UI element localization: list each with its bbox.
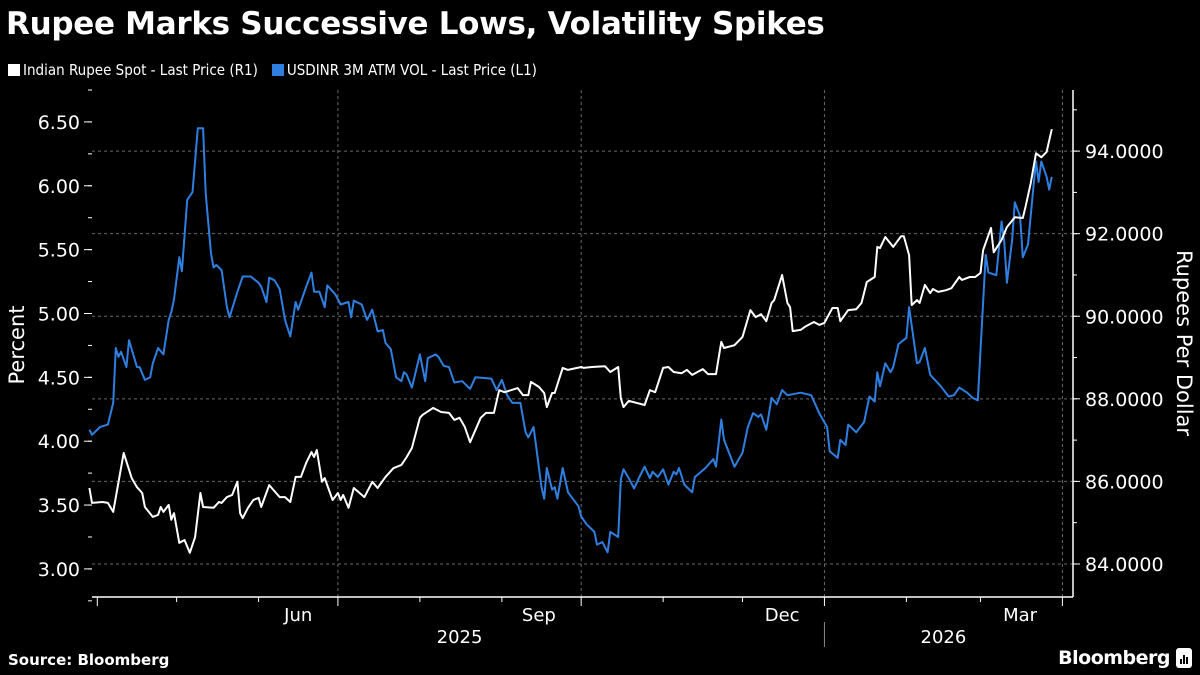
x-tick-label: Dec [765, 605, 800, 626]
right-tick-label: 92.0000 [1085, 224, 1164, 246]
left-tick-label: 3.00 [38, 559, 80, 581]
left-tick-label: 5.00 [38, 303, 80, 325]
chart-title: Rupee Marks Successive Lows, Volatility … [6, 6, 825, 42]
x-tick-label: Jun [283, 605, 312, 626]
legend-swatch-rupee-spot [8, 64, 20, 76]
gridlines [92, 90, 1073, 597]
legend-item-usdinr-vol: USDINR 3M ATM VOL - Last Price (L1) [271, 61, 537, 79]
x-tick-label: Sep [522, 605, 556, 626]
series-line-usdinr-vol [88, 127, 1053, 554]
left-tick-label: 3.50 [38, 495, 80, 517]
left-tick-label: 5.50 [38, 240, 80, 262]
left-tick-label: 4.50 [38, 367, 80, 389]
legend: Indian Rupee Spot - Last Price (R1) USDI… [8, 61, 537, 79]
legend-label-usdinr-vol: USDINR 3M ATM VOL - Last Price (L1) [286, 61, 537, 79]
right-axis-label: Rupees Per Dollar [1172, 250, 1196, 436]
source-note: Source: Bloomberg [8, 651, 170, 669]
left-tick-label: 6.00 [38, 176, 80, 198]
bloomberg-logo-icon [1176, 648, 1192, 668]
left-tick-label: 4.00 [38, 431, 80, 453]
right-tick-label: 88.0000 [1085, 389, 1164, 411]
right-tick-label: 94.0000 [1085, 141, 1164, 163]
series-lines [88, 127, 1053, 554]
x-year-label: 2025 [437, 627, 483, 648]
left-axis-label: Percent [5, 305, 29, 384]
axes: 84.0000 86.0000 88.0000 90.0000 92.0000 94.00… [38, 89, 1164, 648]
brand-wordmark: Bloomberg [1058, 647, 1170, 669]
bloomberg-logo: Bloomberg [1058, 647, 1192, 669]
series-line-rupee-spot [88, 128, 1053, 554]
legend-swatch-usdinr-vol [271, 64, 284, 76]
left-tick-label: 6.50 [38, 112, 80, 134]
x-tick-label: Mar [1003, 605, 1038, 626]
legend-label-rupee-spot: Indian Rupee Spot - Last Price (R1) [23, 61, 258, 79]
legend-item-rupee-spot: Indian Rupee Spot - Last Price (R1) [8, 61, 258, 79]
right-tick-label: 86.0000 [1085, 471, 1164, 493]
x-year-label: 2026 [921, 627, 967, 648]
right-tick-label: 90.0000 [1085, 306, 1164, 328]
right-tick-label: 84.0000 [1085, 554, 1164, 576]
